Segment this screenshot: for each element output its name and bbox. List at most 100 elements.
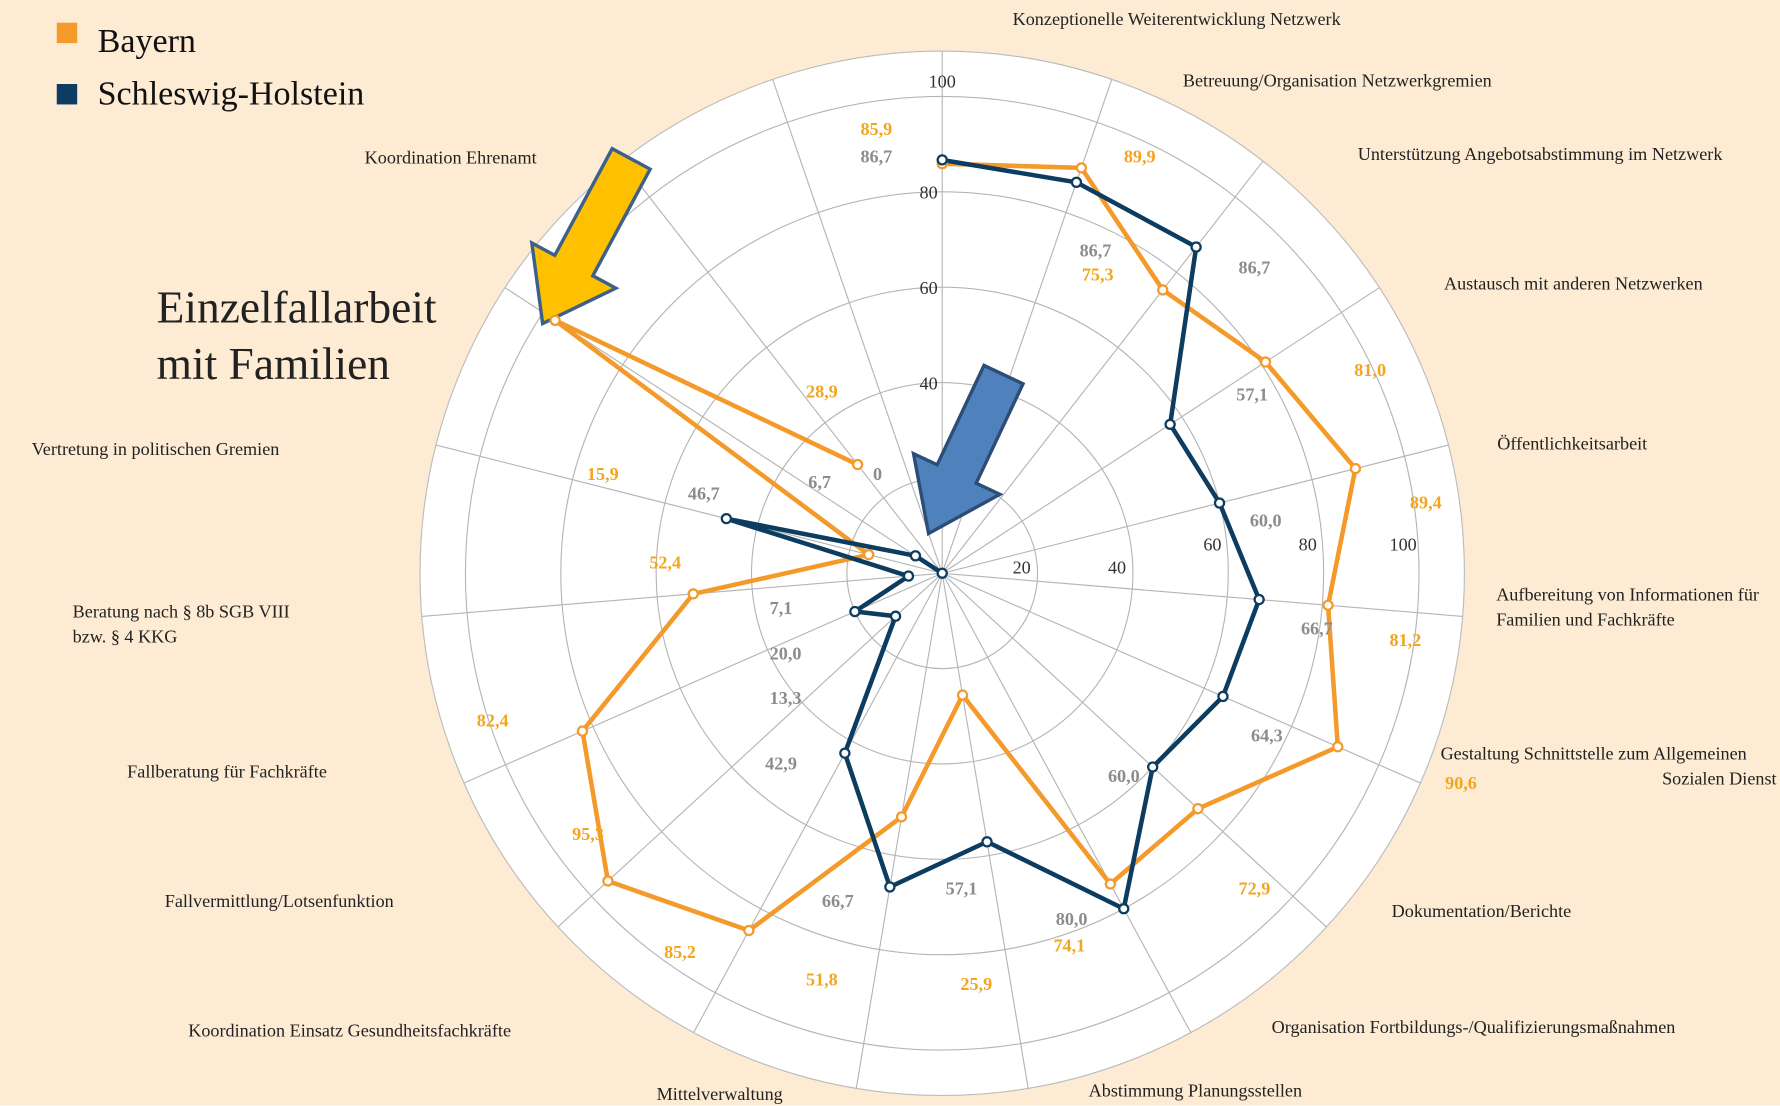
value-label: 81,2 bbox=[1389, 630, 1421, 650]
category-label: Fallberatung für Fachkräfte bbox=[127, 762, 327, 783]
category-label: Betreuung/Organisation Netzwerkgremien bbox=[1182, 71, 1492, 91]
value-label: 86,7 bbox=[1239, 258, 1271, 278]
tick-label: 40 bbox=[920, 373, 938, 393]
value-label: 86,7 bbox=[860, 146, 892, 166]
data-point bbox=[1213, 497, 1226, 509]
grid-ring bbox=[655, 286, 1229, 860]
spoke bbox=[621, 160, 943, 574]
spoke bbox=[941, 160, 1264, 574]
data-point bbox=[936, 154, 948, 166]
value-label: 75,3 bbox=[1082, 264, 1114, 284]
tick-label: 80 bbox=[1299, 535, 1317, 555]
data-point bbox=[936, 567, 948, 579]
data-point bbox=[851, 458, 864, 471]
data-point bbox=[839, 747, 851, 759]
grid-ring bbox=[560, 191, 1325, 956]
data-point bbox=[720, 512, 733, 525]
value-label: 28,9 bbox=[806, 381, 838, 401]
data-point bbox=[602, 875, 614, 887]
value-label: 66,7 bbox=[822, 891, 854, 911]
spoke bbox=[557, 572, 943, 928]
data-point bbox=[863, 548, 875, 561]
series-line bbox=[724, 157, 1262, 911]
category-label: Konzeptionelle Weiterentwicklung Netzwer… bbox=[1012, 10, 1341, 30]
data-point bbox=[1322, 599, 1334, 611]
legend-swatch bbox=[56, 22, 78, 44]
labels: 85,9 89,9 75,3 81,0 89,4 81,2 90,6 72,9 74,1 25,9… bbox=[477, 119, 1477, 994]
value-label: 42,9 bbox=[765, 754, 797, 774]
category-label: Austausch mit anderen Netzwerken bbox=[1443, 274, 1703, 295]
category-label: Mittelverwaltung bbox=[656, 1085, 783, 1105]
data-point bbox=[909, 550, 922, 562]
value-label: 15,9 bbox=[587, 464, 619, 484]
category-label: Gestaltung Schnittstelle zum Allgemeinen… bbox=[1440, 744, 1777, 789]
value-label: 6,7 bbox=[808, 472, 831, 492]
category-label: Unterstützung Angebotsabstimmung im Netz… bbox=[1357, 145, 1723, 165]
data-point bbox=[1349, 462, 1362, 475]
category-label: Öffentlichkeitsarbeit bbox=[1497, 434, 1648, 455]
data-point bbox=[1157, 284, 1169, 296]
data-point bbox=[1332, 741, 1344, 753]
spoke bbox=[942, 572, 1463, 617]
value-label: 86,7 bbox=[1080, 241, 1112, 261]
spoke bbox=[941, 573, 1029, 1089]
data-point bbox=[981, 836, 993, 848]
spoke bbox=[693, 573, 943, 1033]
tick-label: 100 bbox=[929, 71, 956, 91]
category-label: Koordination Einsatz Gesundheitsfachkräf… bbox=[188, 1021, 512, 1041]
data-point bbox=[1253, 593, 1265, 606]
value-label: 46,7 bbox=[688, 483, 720, 503]
data-point bbox=[884, 881, 896, 893]
value-label: 89,4 bbox=[1410, 493, 1442, 513]
value-label: 64,3 bbox=[1251, 725, 1283, 745]
category-label: Beratung nach § 8b SGB VIII bzw. § 4 KKG bbox=[72, 602, 290, 648]
spoke bbox=[941, 572, 1327, 928]
legend: Bayern Schleswig-Holstein bbox=[56, 22, 364, 112]
category-label: Dokumentation/Berichte bbox=[1391, 902, 1572, 922]
data-point bbox=[1190, 241, 1202, 253]
grid-ring bbox=[750, 381, 1134, 765]
tick-label: 20 bbox=[1013, 557, 1031, 577]
value-label: 81,0 bbox=[1354, 360, 1386, 380]
data-point bbox=[1075, 162, 1088, 174]
data-point bbox=[743, 924, 755, 937]
value-label: 85,2 bbox=[664, 942, 696, 962]
value-label: 95,3 bbox=[572, 824, 604, 844]
data-point bbox=[1070, 176, 1083, 188]
category-label: Aufbereitung von Informationen für Famil… bbox=[1496, 585, 1759, 631]
value-label: 80,0 bbox=[1056, 909, 1088, 929]
value-label: 57,1 bbox=[1236, 385, 1268, 405]
category-label: Koordination Ehrenamt bbox=[364, 148, 537, 169]
value-label: 90,6 bbox=[1445, 773, 1477, 793]
data-point bbox=[956, 689, 969, 701]
data-point bbox=[576, 725, 589, 737]
arrow bbox=[529, 146, 653, 327]
spoke bbox=[435, 444, 943, 574]
value-label: 52,4 bbox=[649, 553, 681, 573]
value-label: 85,9 bbox=[860, 119, 892, 139]
spoke bbox=[772, 79, 943, 574]
data-point bbox=[1217, 690, 1229, 703]
data-point bbox=[1259, 356, 1272, 368]
data-point bbox=[889, 610, 902, 622]
value-label: 82,4 bbox=[477, 711, 509, 731]
value-label: 7,1 bbox=[770, 598, 793, 618]
value-label: 51,8 bbox=[806, 969, 838, 989]
data-point bbox=[549, 314, 561, 326]
tick-label: 100 bbox=[1389, 535, 1416, 555]
category-label: Abstimmung Planungsstellen bbox=[1088, 1081, 1303, 1102]
arrows bbox=[529, 146, 1026, 537]
value-label: 60,0 bbox=[1108, 766, 1140, 786]
spoke bbox=[941, 287, 1380, 574]
spoke bbox=[941, 573, 1192, 1033]
data-point bbox=[1147, 761, 1159, 773]
category-label: Einzelfallarbeit mit Familien bbox=[156, 281, 437, 390]
value-label: 72,9 bbox=[1239, 879, 1271, 899]
value-label: 13,3 bbox=[770, 688, 802, 708]
value-label: 0 bbox=[873, 464, 882, 484]
grid-ring bbox=[464, 95, 1420, 1051]
data-point bbox=[895, 811, 908, 823]
value-label: 25,9 bbox=[960, 974, 992, 994]
tick-label: 60 bbox=[920, 278, 938, 298]
